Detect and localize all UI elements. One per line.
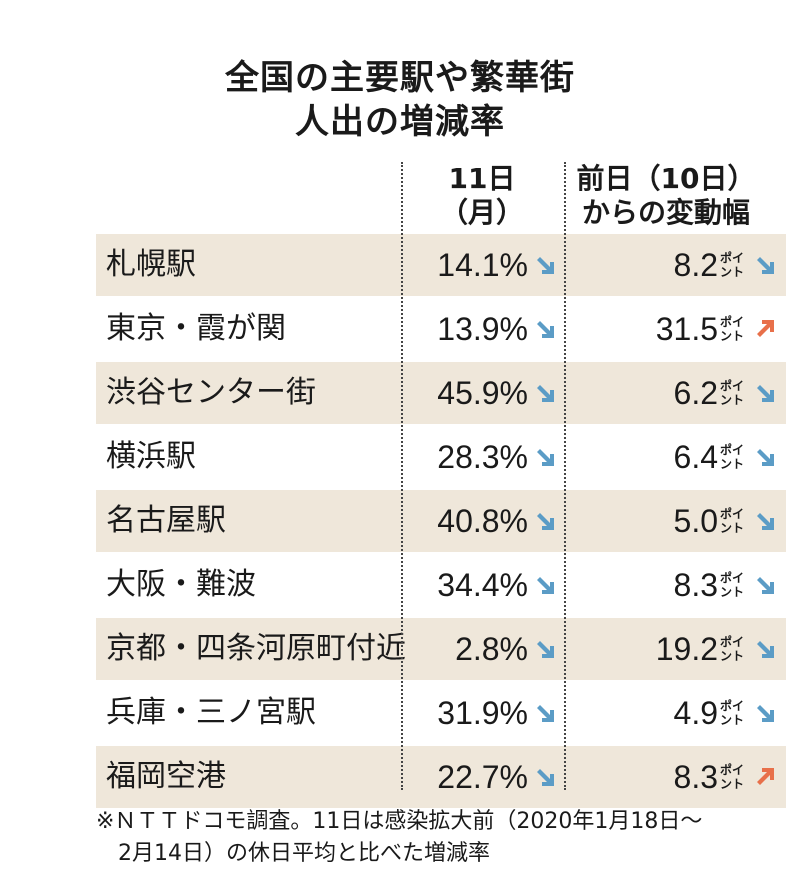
location-name: 渋谷センター街 bbox=[106, 375, 316, 410]
rate-arrow-down-icon bbox=[537, 641, 554, 658]
location-name: 兵庫・三ノ宮駅 bbox=[106, 695, 316, 730]
location-name: 福岡空港 bbox=[106, 759, 226, 794]
column-divider-1 bbox=[401, 162, 403, 790]
change-arrow-down-icon bbox=[757, 449, 774, 466]
change-cell: 6.2 ポイント bbox=[566, 362, 776, 424]
rate-cell: 14.1% bbox=[402, 234, 556, 296]
change-unit: ポイント bbox=[720, 507, 745, 535]
change-cell: 19.2 ポイント bbox=[566, 618, 776, 680]
column-header-change-line2: からの変動幅 bbox=[581, 196, 750, 229]
rate-arrow-down-icon bbox=[537, 513, 554, 530]
change-value: 8.3 bbox=[673, 566, 718, 603]
location-name: 名古屋駅 bbox=[106, 503, 226, 538]
change-unit: ポイント bbox=[720, 699, 745, 727]
rate-arrow-down-icon bbox=[537, 257, 554, 274]
chart-title-line1: 全国の主要駅や繁華街 bbox=[225, 58, 575, 98]
column-header-rate-line2: （月） bbox=[439, 196, 524, 229]
table-row: 渋谷センター街 45.9% 6.2 ポイント bbox=[96, 362, 786, 424]
table-row: 兵庫・三ノ宮駅 31.9% 4.9 ポイント bbox=[96, 682, 786, 744]
table-row: 福岡空港 22.7% 8.3 ポイント bbox=[96, 746, 786, 808]
rate-value: 34.4% bbox=[437, 566, 528, 603]
change-unit: ポイント bbox=[720, 251, 745, 279]
change-arrow-down-icon bbox=[757, 705, 774, 722]
change-arrow-down-icon bbox=[757, 385, 774, 402]
rate-arrow-down-icon bbox=[537, 577, 554, 594]
rate-value: 14.1% bbox=[437, 246, 528, 283]
change-cell: 8.3 ポイント bbox=[566, 746, 776, 808]
table-row: 名古屋駅 40.8% 5.0 ポイント bbox=[96, 490, 786, 552]
rate-cell: 31.9% bbox=[402, 682, 556, 744]
change-cell: 31.5 ポイント bbox=[566, 298, 776, 360]
rate-value: 31.9% bbox=[437, 694, 528, 731]
change-unit: ポイント bbox=[720, 315, 745, 343]
chart-title-line2: 人出の増減率 bbox=[295, 102, 505, 142]
rate-arrow-down-icon bbox=[537, 769, 554, 786]
location-name: 横浜駅 bbox=[106, 439, 196, 474]
change-unit: ポイント bbox=[720, 635, 745, 663]
location-name: 東京・霞が関 bbox=[106, 311, 286, 346]
rate-value: 40.8% bbox=[437, 502, 528, 539]
change-value: 31.5 bbox=[655, 310, 718, 347]
change-unit: ポイント bbox=[720, 763, 745, 791]
change-arrow-down-icon bbox=[757, 257, 774, 274]
change-unit: ポイント bbox=[720, 571, 745, 599]
table-row: 大阪・難波 34.4% 8.3 ポイント bbox=[96, 554, 786, 616]
change-cell: 8.3 ポイント bbox=[566, 554, 776, 616]
location-name: 京都・四条河原町付近 bbox=[106, 631, 406, 666]
change-value: 4.9 bbox=[673, 694, 718, 731]
rate-value: 13.9% bbox=[437, 310, 528, 347]
change-value: 8.2 bbox=[673, 246, 718, 283]
column-header-change: 前日（10日） からの変動幅 bbox=[566, 162, 766, 230]
rate-cell: 28.3% bbox=[402, 426, 556, 488]
column-header-rate: 11日 （月） bbox=[402, 162, 562, 230]
change-cell: 5.0 ポイント bbox=[566, 490, 776, 552]
change-arrow-up-icon bbox=[757, 320, 774, 337]
change-value: 6.2 bbox=[673, 374, 718, 411]
rate-cell: 2.8% bbox=[402, 618, 556, 680]
change-arrow-up-icon bbox=[757, 768, 774, 785]
change-cell: 4.9 ポイント bbox=[566, 682, 776, 744]
change-cell: 6.4 ポイント bbox=[566, 426, 776, 488]
rate-value: 2.8% bbox=[455, 630, 528, 667]
table-row: 東京・霞が関 13.9% 31.5 ポイント bbox=[96, 298, 786, 360]
table-row: 京都・四条河原町付近 2.8% 19.2 ポイント bbox=[96, 618, 786, 680]
rate-arrow-down-icon bbox=[537, 321, 554, 338]
column-header-change-line1: 前日（10日） bbox=[576, 162, 756, 195]
rate-cell: 34.4% bbox=[402, 554, 556, 616]
rate-cell: 13.9% bbox=[402, 298, 556, 360]
change-value: 5.0 bbox=[673, 502, 718, 539]
change-unit: ポイント bbox=[720, 443, 745, 471]
change-value: 6.4 bbox=[673, 438, 718, 475]
change-arrow-down-icon bbox=[757, 513, 774, 530]
rate-value: 28.3% bbox=[437, 438, 528, 475]
column-header-rate-line1: 11日 bbox=[448, 162, 516, 195]
rate-arrow-down-icon bbox=[537, 449, 554, 466]
change-value: 19.2 bbox=[655, 630, 718, 667]
footnote: ※ＮＴＴドコモ調査。11日は感染拡大前（2020年1月18日〜 2月14日）の休… bbox=[96, 809, 703, 866]
location-name: 札幌駅 bbox=[106, 247, 196, 282]
rate-cell: 45.9% bbox=[402, 362, 556, 424]
rate-value: 45.9% bbox=[437, 374, 528, 411]
change-unit: ポイント bbox=[720, 379, 745, 407]
table-row: 横浜駅 28.3% 6.4 ポイント bbox=[96, 426, 786, 488]
location-name: 大阪・難波 bbox=[106, 567, 256, 602]
rate-value: 22.7% bbox=[437, 758, 528, 795]
change-value: 8.3 bbox=[673, 758, 718, 795]
column-divider-2 bbox=[564, 162, 566, 790]
table-row: 札幌駅 14.1% 8.2 ポイント bbox=[96, 234, 786, 296]
change-cell: 8.2 ポイント bbox=[566, 234, 776, 296]
change-arrow-down-icon bbox=[757, 577, 774, 594]
rate-arrow-down-icon bbox=[537, 705, 554, 722]
change-arrow-down-icon bbox=[757, 641, 774, 658]
rate-arrow-down-icon bbox=[537, 385, 554, 402]
rate-cell: 22.7% bbox=[402, 746, 556, 808]
rate-cell: 40.8% bbox=[402, 490, 556, 552]
